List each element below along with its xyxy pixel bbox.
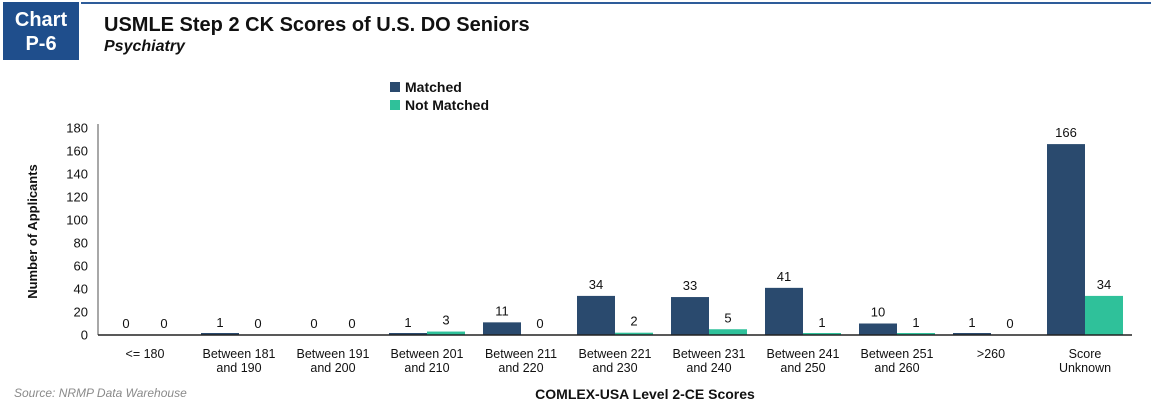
y-tick-label: 160 — [66, 144, 88, 159]
chart-badge: Chart P-6 — [3, 2, 79, 60]
x-tick-label: Between 181 — [203, 347, 276, 361]
x-tick-label: and 240 — [686, 361, 731, 375]
legend-label-not-matched: Not Matched — [405, 97, 489, 113]
data-label-matched: 0 — [310, 316, 317, 331]
data-label-not-matched: 0 — [1006, 316, 1013, 331]
y-tick-label: 20 — [74, 305, 88, 320]
bar-not-matched — [1085, 295, 1123, 335]
x-tick-label: and 220 — [498, 361, 543, 375]
x-tick-label: Between 241 — [767, 347, 840, 361]
bar-matched — [201, 333, 239, 335]
x-tick-label: Between 231 — [673, 347, 746, 361]
legend-swatch-matched — [390, 82, 400, 92]
x-tick-label: Between 211 — [485, 347, 557, 361]
x-tick-label: and 260 — [874, 361, 919, 375]
x-tick-label: >260 — [977, 347, 1005, 361]
x-tick-label: and 210 — [404, 361, 449, 375]
data-label-matched: 11 — [495, 303, 509, 318]
data-label-not-matched: 2 — [630, 314, 637, 329]
data-label-not-matched: 5 — [724, 310, 731, 325]
data-label-not-matched: 1 — [912, 315, 919, 330]
chart-title: USMLE Step 2 CK Scores of U.S. DO Senior… — [104, 14, 530, 36]
data-label-matched: 1 — [968, 315, 975, 330]
bar-matched — [577, 295, 615, 335]
data-label-not-matched: 0 — [536, 316, 543, 331]
bar-matched — [953, 333, 991, 335]
data-label-matched: 41 — [777, 269, 791, 284]
data-label-not-matched: 3 — [442, 313, 449, 328]
legend-swatch-not-matched — [390, 100, 400, 110]
data-label-matched: 166 — [1055, 125, 1077, 140]
bar-not-matched — [803, 333, 841, 335]
data-label-matched: 10 — [871, 305, 885, 320]
data-label-not-matched: 34 — [1097, 277, 1111, 292]
x-tick-label: and 250 — [780, 361, 825, 375]
chart-subtitle: Psychiatry — [104, 38, 185, 55]
bar-matched — [483, 322, 521, 335]
data-label-not-matched: 0 — [254, 316, 261, 331]
data-label-not-matched: 0 — [348, 316, 355, 331]
y-tick-label: 60 — [74, 259, 88, 274]
x-axis-label: COMLEX-USA Level 2-CE Scores — [535, 386, 755, 402]
bar-matched — [1047, 144, 1085, 335]
x-tick-label: Between 221 — [579, 347, 652, 361]
y-tick-label: 40 — [74, 282, 88, 297]
bar-not-matched — [709, 329, 747, 335]
x-tick-label: Between 191 — [297, 347, 370, 361]
data-label-matched: 33 — [683, 278, 697, 293]
x-tick-label: Unknown — [1059, 361, 1111, 375]
source-note: Source: NRMP Data Warehouse — [14, 386, 187, 400]
bar-not-matched — [615, 332, 653, 335]
data-label-matched: 1 — [404, 315, 411, 330]
badge-line1: Chart — [14, 9, 68, 31]
x-tick-label: and 230 — [592, 361, 637, 375]
y-tick-label: 80 — [74, 236, 88, 251]
bar-matched — [859, 323, 897, 335]
header-rule — [81, 2, 1151, 4]
x-tick-label: <= 180 — [126, 347, 165, 361]
y-tick-label: 180 — [66, 121, 88, 136]
x-tick-label: Score — [1069, 347, 1102, 361]
y-tick-label: 120 — [66, 190, 88, 205]
x-tick-label: Between 201 — [391, 347, 464, 361]
x-tick-label: Between 251 — [861, 347, 934, 361]
y-tick-label: 100 — [66, 213, 88, 228]
badge-line2: P-6 — [25, 33, 57, 55]
bar-matched — [389, 333, 427, 335]
data-label-matched: 0 — [122, 316, 129, 331]
y-tick-label: 140 — [66, 167, 88, 182]
data-label-not-matched: 1 — [818, 315, 825, 330]
bar-matched — [765, 287, 803, 335]
x-tick-label: and 200 — [310, 361, 355, 375]
data-label-not-matched: 0 — [160, 316, 167, 331]
y-axis-label: Number of Applicants — [25, 164, 40, 299]
data-label-matched: 34 — [589, 277, 603, 292]
bar-not-matched — [427, 331, 465, 335]
y-tick-label: 0 — [81, 328, 88, 343]
bar-matched — [671, 297, 709, 335]
x-tick-label: and 190 — [216, 361, 261, 375]
data-label-matched: 1 — [216, 315, 223, 330]
bar-not-matched — [897, 333, 935, 335]
legend-label-matched: Matched — [405, 79, 462, 95]
